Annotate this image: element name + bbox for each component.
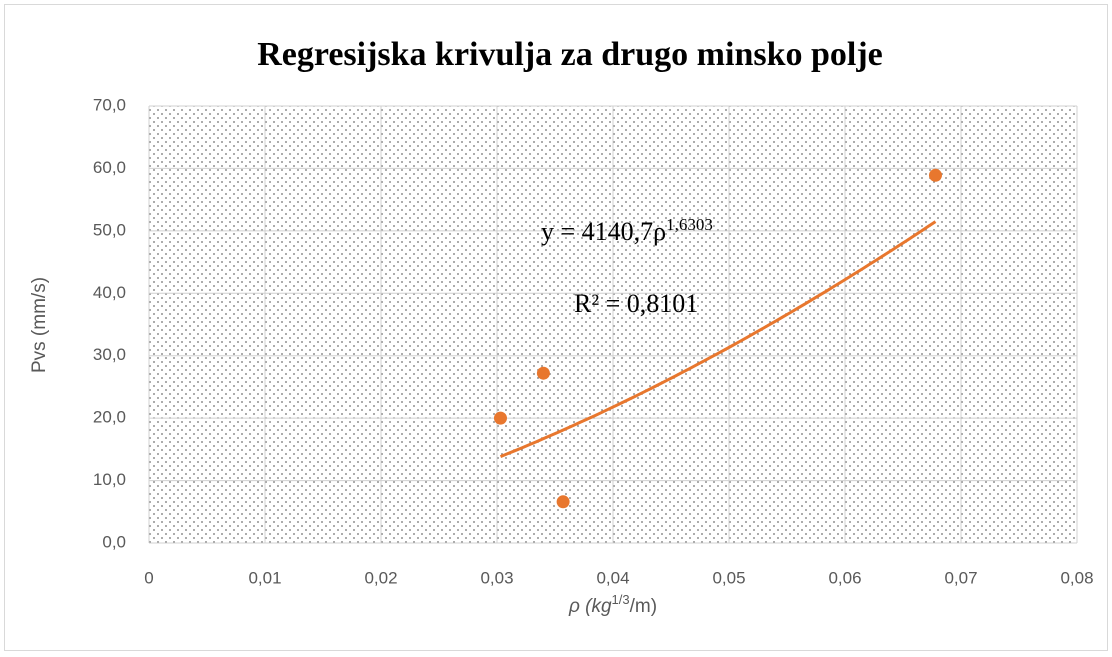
y-tick-label: 20,0 <box>93 408 126 427</box>
y-tick-label: 50,0 <box>93 220 126 239</box>
data-point <box>536 366 550 380</box>
y-tick-label: 70,0 <box>93 95 126 114</box>
trendline <box>499 220 937 458</box>
y-tick-label: 60,0 <box>93 158 126 177</box>
x-tick-label: 0,01 <box>248 568 281 587</box>
x-tick-label: 0,08 <box>1060 568 1093 587</box>
equation-coefficient: 4140,7 <box>582 217 654 246</box>
y-tick-label: 40,0 <box>93 283 126 302</box>
data-point <box>493 411 507 425</box>
x-axis-label: ρ (kg1/3/m) <box>568 592 657 617</box>
equation-exponent: 1,6303 <box>666 215 713 234</box>
x-tick-label: 0,06 <box>828 568 861 587</box>
x-tick-label: 0,04 <box>596 568 629 587</box>
x-axis-label-main: ρ (kg <box>568 596 612 617</box>
chart-title: Regresijska krivulja za drugo minsko pol… <box>257 36 883 73</box>
y-tick-label: 10,0 <box>93 470 126 489</box>
x-tick-label: 0,05 <box>712 568 745 587</box>
data-point <box>556 495 570 509</box>
x-axis-label-sup: 1/3 <box>612 592 630 607</box>
data-point <box>928 168 942 182</box>
y-tick-label: 30,0 <box>93 345 126 364</box>
x-tick-label: 0,03 <box>480 568 513 587</box>
x-tick-label: 0,07 <box>944 568 977 587</box>
equation-variable: ρ <box>653 217 666 246</box>
y-axis-label: Pvs (mm/s) <box>29 277 50 373</box>
y-tick-label: 0,0 <box>102 532 126 551</box>
r-squared: R² = 0,8101 <box>574 289 698 318</box>
trendline-equation: y = 4140,7ρ1,6303 <box>541 215 713 246</box>
x-axis-label-rest: /m) <box>630 596 657 617</box>
equation-lhs: y = <box>541 217 582 246</box>
x-tick-label: 0,02 <box>364 568 397 587</box>
x-tick-label: 0 <box>144 568 153 587</box>
